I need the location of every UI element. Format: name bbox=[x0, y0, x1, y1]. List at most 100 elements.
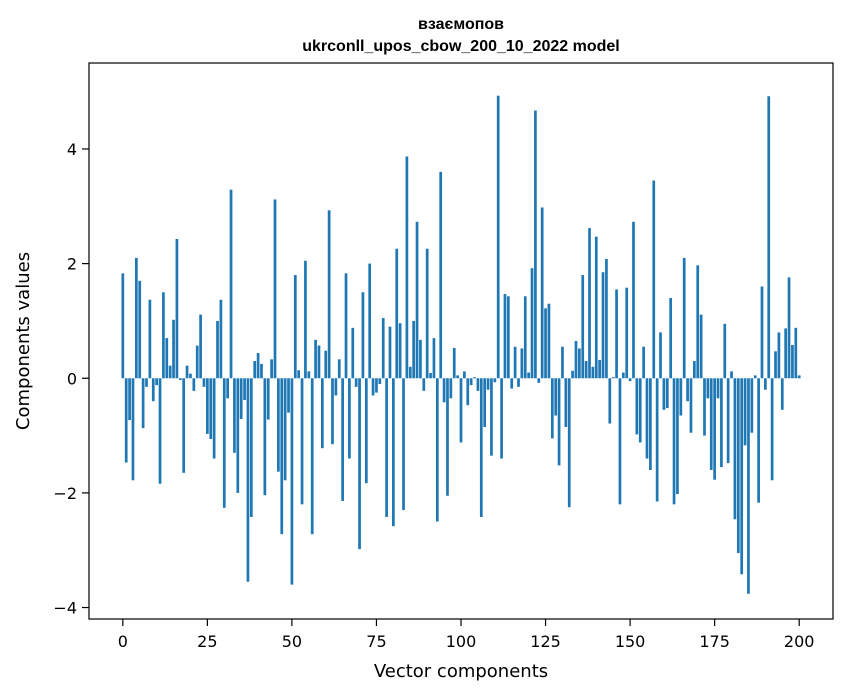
bar bbox=[645, 378, 649, 459]
bar bbox=[304, 260, 307, 379]
bar bbox=[682, 257, 686, 379]
bar bbox=[740, 378, 744, 575]
x-tick-label: 150 bbox=[615, 632, 646, 651]
bar bbox=[513, 346, 517, 379]
bar bbox=[483, 378, 487, 427]
bar bbox=[780, 378, 784, 410]
bar bbox=[760, 286, 764, 379]
bar bbox=[709, 378, 713, 470]
bar bbox=[625, 287, 629, 379]
y-tick-label: 0 bbox=[67, 369, 77, 388]
bar bbox=[726, 378, 730, 464]
x-tick-label: 25 bbox=[197, 632, 217, 651]
x-axis-label: Vector components bbox=[374, 661, 548, 682]
bar bbox=[392, 378, 395, 527]
bar bbox=[310, 378, 314, 535]
bar bbox=[787, 277, 791, 379]
bar bbox=[121, 273, 125, 379]
bar bbox=[398, 323, 402, 379]
bar bbox=[554, 378, 558, 416]
bar bbox=[723, 323, 727, 379]
bar bbox=[256, 353, 260, 379]
bar bbox=[361, 292, 365, 379]
bar bbox=[618, 378, 622, 505]
bar bbox=[642, 346, 645, 379]
bar bbox=[334, 378, 338, 396]
bar bbox=[686, 378, 689, 402]
bar bbox=[293, 275, 297, 379]
bar bbox=[212, 378, 216, 459]
bar bbox=[794, 327, 798, 379]
bar bbox=[422, 378, 426, 391]
bar bbox=[165, 338, 169, 379]
bar bbox=[703, 378, 706, 436]
bar bbox=[327, 210, 331, 379]
bar bbox=[534, 110, 537, 379]
bar bbox=[547, 303, 551, 379]
bar bbox=[378, 378, 382, 384]
bar bbox=[209, 378, 213, 440]
bar bbox=[368, 263, 372, 379]
bar bbox=[236, 378, 240, 493]
bar bbox=[608, 378, 612, 424]
y-tick-label: −4 bbox=[53, 599, 77, 618]
bar bbox=[148, 299, 152, 379]
bar bbox=[730, 371, 733, 379]
bar bbox=[280, 378, 284, 535]
bar bbox=[189, 373, 192, 379]
bar bbox=[699, 314, 703, 379]
bar bbox=[277, 378, 280, 472]
bar bbox=[300, 378, 304, 505]
bar bbox=[753, 375, 757, 379]
bar bbox=[337, 359, 341, 379]
bar bbox=[246, 378, 250, 582]
bar bbox=[679, 378, 683, 416]
bar bbox=[493, 378, 497, 383]
bar bbox=[611, 377, 615, 379]
bar bbox=[283, 378, 287, 481]
bar bbox=[632, 221, 635, 379]
bar bbox=[381, 318, 385, 379]
bar bbox=[172, 319, 175, 379]
bar bbox=[219, 299, 223, 379]
bar bbox=[588, 228, 591, 379]
bar bbox=[425, 248, 429, 379]
bar bbox=[652, 180, 656, 379]
bar bbox=[605, 259, 608, 379]
bar bbox=[770, 378, 774, 481]
x-tick-label: 0 bbox=[118, 632, 128, 651]
bar bbox=[476, 378, 480, 391]
bar bbox=[561, 346, 564, 379]
bar bbox=[557, 378, 561, 466]
y-axis-label: Components values bbox=[13, 252, 34, 430]
bar bbox=[692, 361, 696, 379]
bar bbox=[655, 378, 659, 502]
bar bbox=[584, 361, 588, 379]
bar bbox=[601, 272, 605, 379]
bar bbox=[500, 378, 503, 459]
bar bbox=[145, 378, 148, 387]
bar bbox=[736, 378, 740, 554]
x-tick-label: 100 bbox=[446, 632, 477, 651]
bar bbox=[155, 378, 158, 386]
bar bbox=[669, 298, 673, 379]
bar bbox=[402, 378, 405, 511]
bar bbox=[473, 377, 476, 379]
bar bbox=[358, 378, 361, 550]
bar bbox=[706, 378, 710, 399]
bar bbox=[469, 378, 473, 386]
bar bbox=[395, 248, 399, 379]
bar bbox=[348, 378, 351, 459]
bar bbox=[567, 378, 571, 508]
bar bbox=[449, 378, 453, 399]
bar bbox=[307, 371, 311, 379]
bar bbox=[192, 378, 196, 391]
bar bbox=[638, 378, 642, 443]
bar bbox=[408, 366, 412, 379]
bar bbox=[415, 221, 419, 379]
bar bbox=[128, 378, 131, 421]
bar bbox=[591, 366, 595, 379]
bar bbox=[743, 378, 747, 446]
y-tick-label: 4 bbox=[67, 140, 77, 159]
bar bbox=[490, 378, 493, 456]
